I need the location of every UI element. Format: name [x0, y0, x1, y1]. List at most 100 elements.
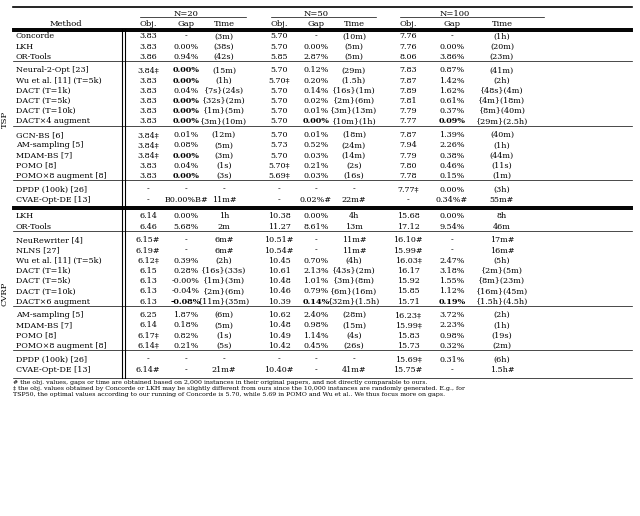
Text: 7.87: 7.87	[399, 77, 417, 85]
Text: (6h): (6h)	[493, 356, 510, 364]
Text: NeuRewriter [4]: NeuRewriter [4]	[16, 236, 83, 245]
Text: AM-sampling [5]: AM-sampling [5]	[16, 141, 83, 150]
Text: 5.73: 5.73	[270, 141, 288, 150]
Text: 1.5h#: 1.5h#	[490, 366, 515, 374]
Text: 0.46%: 0.46%	[439, 162, 465, 170]
Text: 0.52%: 0.52%	[303, 141, 329, 150]
Text: DACT (T=1k): DACT (T=1k)	[16, 87, 70, 95]
Text: 7.87: 7.87	[399, 131, 417, 139]
Text: 7.89: 7.89	[399, 87, 417, 95]
Text: 2.40%: 2.40%	[303, 311, 329, 319]
Text: CVAE-Opt-DE [13]: CVAE-Opt-DE [13]	[16, 196, 91, 204]
Text: Gap: Gap	[177, 20, 195, 28]
Text: 0.70%: 0.70%	[303, 257, 328, 265]
Text: (4h): (4h)	[346, 257, 362, 265]
Text: 10.38: 10.38	[268, 213, 291, 220]
Text: 2.13%: 2.13%	[303, 267, 329, 275]
Text: Time: Time	[344, 20, 365, 28]
Text: 0.09%: 0.09%	[438, 118, 465, 125]
Text: (1h): (1h)	[493, 141, 510, 150]
Text: (16s): (16s)	[344, 172, 364, 180]
Text: 15.71: 15.71	[397, 298, 419, 305]
Text: 3.83: 3.83	[139, 97, 157, 105]
Text: (1s): (1s)	[216, 332, 232, 340]
Text: 0.00%: 0.00%	[173, 43, 198, 51]
Text: 0.00%: 0.00%	[303, 213, 328, 220]
Text: 1.12%: 1.12%	[439, 287, 465, 295]
Text: (44m): (44m)	[490, 152, 514, 159]
Text: 3.84‡: 3.84‡	[137, 131, 159, 139]
Text: Wu et al. [11] (T=5k): Wu et al. [11] (T=5k)	[16, 257, 102, 265]
Text: 6.13: 6.13	[139, 298, 157, 305]
Text: 3.72%: 3.72%	[439, 311, 465, 319]
Text: 0.00%: 0.00%	[440, 186, 465, 194]
Text: 3.83: 3.83	[139, 162, 157, 170]
Text: {1m}(5m): {1m}(5m)	[203, 107, 245, 115]
Text: 3.83: 3.83	[139, 107, 157, 115]
Text: DACT (T=5k): DACT (T=5k)	[16, 277, 70, 285]
Text: 6.15#: 6.15#	[136, 236, 160, 245]
Text: 41m#: 41m#	[342, 366, 366, 374]
Text: -: -	[406, 196, 410, 204]
Text: 1.55%: 1.55%	[439, 277, 465, 285]
Text: POMO [8]: POMO [8]	[16, 332, 56, 340]
Text: 0.00%: 0.00%	[173, 213, 198, 220]
Text: 0.04%: 0.04%	[173, 162, 198, 170]
Text: 7.81: 7.81	[399, 97, 417, 105]
Text: 8.61%: 8.61%	[303, 223, 329, 231]
Text: 10.40#: 10.40#	[264, 366, 294, 374]
Text: (5m): (5m)	[344, 43, 364, 51]
Text: {2m}(6m): {2m}(6m)	[333, 97, 375, 105]
Text: Obj.: Obj.	[140, 20, 157, 28]
Text: 7.79: 7.79	[399, 152, 417, 159]
Text: (41m): (41m)	[490, 67, 514, 74]
Text: 0.03%: 0.03%	[303, 172, 329, 180]
Text: 11m#: 11m#	[342, 247, 366, 254]
Text: MDAM-BS [7]: MDAM-BS [7]	[16, 152, 72, 159]
Text: {16s}(1m): {16s}(1m)	[332, 87, 376, 95]
Text: 10.51#: 10.51#	[264, 236, 294, 245]
Text: -: -	[353, 356, 355, 364]
Text: 3.18%: 3.18%	[439, 267, 465, 275]
Text: DACT×6 augment: DACT×6 augment	[16, 298, 90, 305]
Text: -: -	[278, 196, 280, 204]
Text: 0.00%: 0.00%	[173, 107, 200, 115]
Text: (5s): (5s)	[216, 342, 232, 350]
Text: 0.39%: 0.39%	[173, 257, 199, 265]
Text: -: -	[223, 186, 225, 194]
Text: 3.86%: 3.86%	[439, 53, 465, 61]
Text: N=100: N=100	[440, 10, 470, 18]
Text: N=50: N=50	[304, 10, 329, 18]
Text: 7.78: 7.78	[399, 172, 417, 180]
Text: 6.15: 6.15	[139, 267, 157, 275]
Text: 0.20%: 0.20%	[303, 77, 329, 85]
Text: -0.00%: -0.00%	[172, 277, 200, 285]
Text: 5.70: 5.70	[270, 67, 288, 74]
Text: DACT (T=10k): DACT (T=10k)	[16, 107, 76, 115]
Text: 6.14: 6.14	[139, 213, 157, 220]
Text: 5.70: 5.70	[270, 131, 288, 139]
Text: TSP: TSP	[1, 111, 9, 128]
Text: 2.26%: 2.26%	[439, 141, 465, 150]
Text: {16m}(45m): {16m}(45m)	[476, 287, 528, 295]
Text: 3.84‡: 3.84‡	[137, 67, 159, 74]
Text: 0.02%#: 0.02%#	[300, 196, 332, 204]
Text: 2.23%: 2.23%	[439, 321, 465, 330]
Text: (1s): (1s)	[216, 162, 232, 170]
Text: 3.84‡: 3.84‡	[137, 152, 159, 159]
Text: 7.76: 7.76	[399, 43, 417, 51]
Text: (15m): (15m)	[342, 321, 366, 330]
Text: 0.02%: 0.02%	[303, 97, 329, 105]
Text: 15.85: 15.85	[397, 287, 419, 295]
Text: 0.00%: 0.00%	[173, 67, 200, 74]
Text: 0.03%: 0.03%	[303, 152, 329, 159]
Text: 5.69‡: 5.69‡	[268, 172, 290, 180]
Text: Obj.: Obj.	[399, 20, 417, 28]
Text: 17m#: 17m#	[490, 236, 515, 245]
Text: 1.87%: 1.87%	[173, 311, 198, 319]
Text: 15.92: 15.92	[397, 277, 419, 285]
Text: -: -	[451, 366, 453, 374]
Text: (5m): (5m)	[344, 53, 364, 61]
Text: -: -	[147, 196, 149, 204]
Text: 1.14%: 1.14%	[303, 332, 329, 340]
